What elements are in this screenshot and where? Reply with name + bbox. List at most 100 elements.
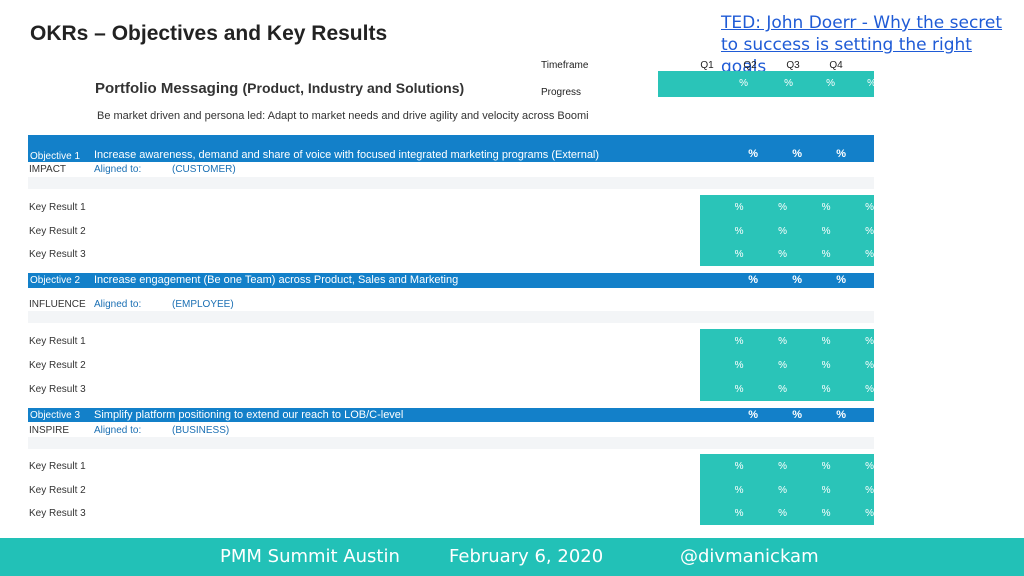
portfolio-heading: Portfolio Messaging (Product, Industry a… [95, 80, 464, 97]
kr-q4-pct: % [865, 359, 874, 371]
objective-2-kr-3-progress: %%%% [700, 377, 874, 401]
portfolio-main: Portfolio Messaging [95, 80, 239, 97]
kr-q1-pct: % [734, 484, 744, 496]
kr-q1-pct: % [734, 335, 744, 347]
objective-2-category: INFLUENCE [29, 299, 86, 310]
kr-q2-pct: % [778, 248, 787, 260]
objective-2-kr-1: Key Result 1 [29, 336, 86, 347]
objective-3-spacer [28, 437, 874, 449]
quarter-q1: Q1 [700, 60, 714, 71]
kr-q3-pct: % [821, 335, 831, 347]
kr-q1-pct: % [734, 507, 744, 519]
portfolio-sub: (Product, Industry and Solutions) [242, 80, 465, 96]
objective-3-aligned-label: Aligned to: [94, 425, 142, 436]
objective-2-number: Objective 2 [30, 275, 81, 286]
kr-q1-pct: % [734, 201, 744, 213]
progress-label: Progress [541, 87, 582, 98]
objective-2-bar: Objective 2 Increase engagement (Be one … [28, 273, 890, 288]
objective-1-q3-pct: % [836, 148, 846, 160]
kr-q3-pct: % [821, 383, 831, 395]
objective-3-kr-1: Key Result 1 [29, 461, 86, 472]
objective-2-kr-3: Key Result 3 [29, 384, 86, 395]
kr-q2-pct: % [778, 201, 787, 213]
kr-q4-pct: % [865, 335, 874, 347]
objective-2-q2-pct: % [792, 274, 802, 286]
objective-2-q3-pct: % [836, 274, 846, 286]
kr-q3-pct: % [821, 359, 831, 371]
quarter-q3: Q3 [786, 60, 800, 71]
objective-3-kr-2-progress: %%%% [700, 478, 874, 502]
objective-3-bar: Objective 3 Simplify platform positionin… [28, 408, 890, 422]
progress-header-bar: % % % % [658, 71, 876, 97]
objective-1-q1-pct: % [748, 148, 758, 160]
kr-q4-pct: % [865, 484, 874, 496]
objective-3-kr-1-progress: %%%% [700, 454, 874, 478]
objective-1-kr-1-progress: %%%% [700, 195, 874, 219]
objective-3-text: Simplify platform positioning to extend … [94, 409, 404, 421]
kr-q1-pct: % [734, 225, 744, 237]
page-title: OKRs – Objectives and Key Results [30, 22, 388, 45]
objective-1-kr-3-progress: %%%% [700, 242, 874, 266]
objective-2-kr-2: Key Result 2 [29, 360, 86, 371]
objective-1-kr-1: Key Result 1 [29, 202, 86, 213]
kr-q1-pct: % [734, 383, 744, 395]
mission-statement: Be market driven and persona led: Adapt … [97, 110, 589, 122]
progress-q4-pct: % [867, 78, 876, 89]
objective-3-category: INSPIRE [29, 425, 70, 436]
objective-1-aligned-value: (CUSTOMER) [172, 164, 236, 175]
kr-q4-pct: % [865, 383, 874, 395]
kr-q2-pct: % [778, 383, 787, 395]
kr-q3-pct: % [821, 225, 831, 237]
objective-3-q1-pct: % [748, 409, 758, 421]
objective-3-q2-pct: % [792, 409, 802, 421]
footer-handle: @divmanickam [680, 546, 819, 567]
footer-event: PMM Summit Austin [220, 546, 400, 567]
objective-1-text: Increase awareness, demand and share of … [94, 149, 600, 161]
kr-q2-pct: % [778, 225, 787, 237]
kr-q3-pct: % [821, 484, 831, 496]
objective-3-kr-3: Key Result 3 [29, 508, 86, 519]
kr-q3-pct: % [821, 507, 831, 519]
kr-q4-pct: % [865, 460, 874, 472]
objective-3-q3-pct: % [836, 409, 846, 421]
kr-q4-pct: % [865, 507, 874, 519]
objective-2-aligned-value: (EMPLOYEE) [172, 299, 234, 310]
objective-2-text: Increase engagement (Be one Team) across… [94, 274, 459, 286]
kr-q3-pct: % [821, 248, 831, 260]
objective-1-aligned-label: Aligned to: [94, 164, 142, 175]
objective-3-number: Objective 3 [30, 410, 81, 421]
objective-2-spacer [28, 311, 874, 323]
objective-2-q4-pct: % [880, 274, 890, 286]
footer-bar: PMM Summit Austin February 6, 2020 @divm… [0, 538, 1024, 576]
kr-q2-pct: % [778, 460, 787, 472]
objective-2-aligned-label: Aligned to: [94, 299, 142, 310]
timeframe-label: Timeframe [541, 60, 589, 71]
objective-2-kr-2-progress: %%%% [700, 353, 874, 377]
progress-q3-pct: % [826, 78, 835, 89]
objective-1-bar: Objective 1 Increase awareness, demand a… [28, 135, 890, 162]
kr-q3-pct: % [821, 460, 831, 472]
kr-q2-pct: % [778, 507, 787, 519]
footer-date: February 6, 2020 [449, 546, 604, 567]
objective-3-q4-pct: % [880, 409, 890, 421]
kr-q2-pct: % [778, 484, 787, 496]
kr-q1-pct: % [734, 460, 744, 472]
progress-q2-pct: % [784, 78, 793, 89]
progress-q1-pct: % [739, 78, 748, 89]
quarter-q2: Q2 [743, 60, 757, 71]
kr-q1-pct: % [734, 248, 744, 260]
quarter-q4: Q4 [829, 60, 843, 71]
objective-3-kr-3-progress: %%%% [700, 501, 874, 525]
kr-q4-pct: % [865, 248, 874, 260]
objective-3-aligned-value: (BUSINESS) [172, 425, 230, 436]
kr-q3-pct: % [821, 201, 831, 213]
objective-1-number: Objective 1 [30, 151, 81, 162]
kr-q2-pct: % [778, 359, 787, 371]
objective-1-q2-pct: % [792, 148, 802, 160]
objective-2-q1-pct: % [748, 274, 758, 286]
objective-3-kr-2: Key Result 2 [29, 485, 86, 496]
objective-1-kr-3: Key Result 3 [29, 249, 86, 260]
objective-1-q4-pct: % [880, 148, 890, 160]
kr-q2-pct: % [778, 335, 787, 347]
kr-q1-pct: % [734, 359, 744, 371]
